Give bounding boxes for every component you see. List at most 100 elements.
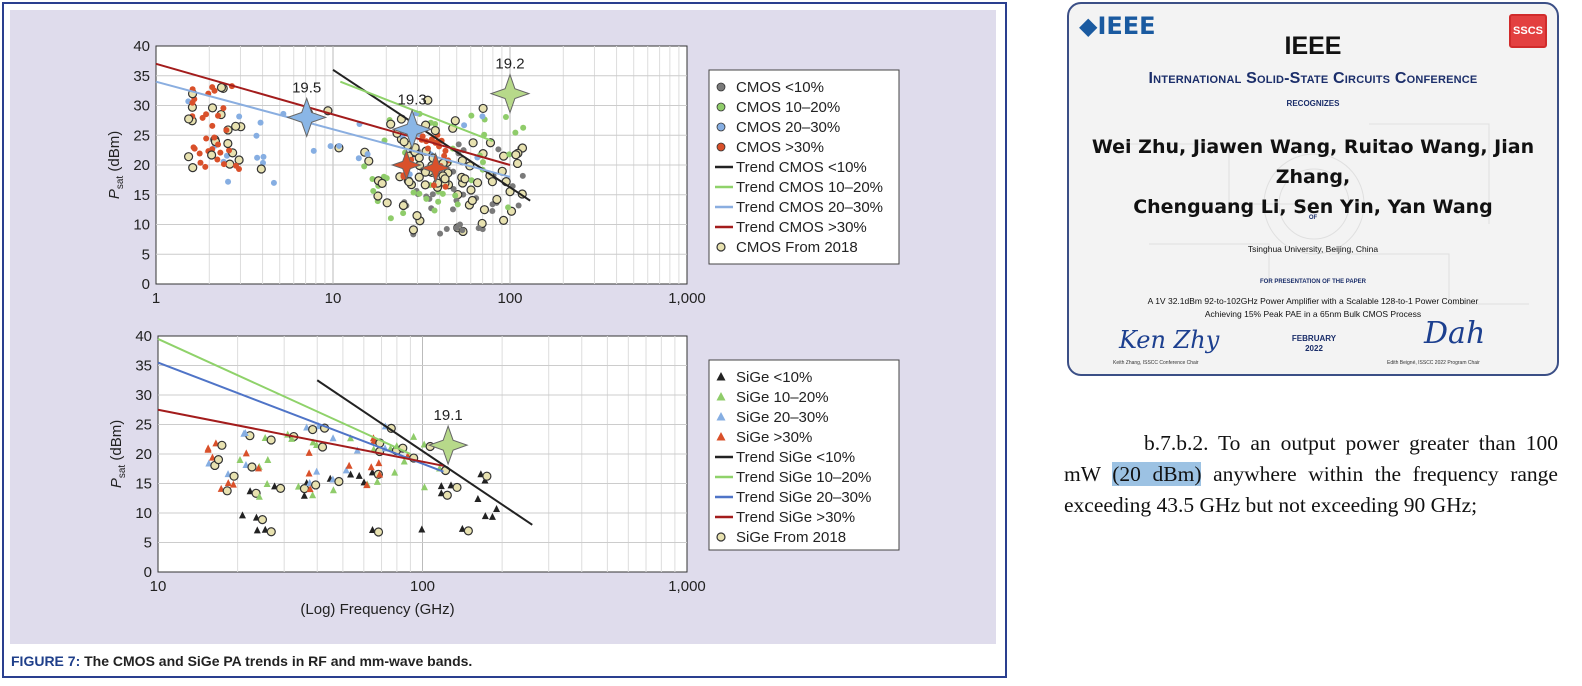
data-point [221,161,228,168]
data-point [420,180,430,190]
data-point [253,526,261,534]
data-point [450,116,460,126]
data-point [266,527,276,537]
x-tick-label: 10 [325,290,342,307]
data-point [242,449,250,457]
data-point [204,444,212,452]
data-point [442,490,452,500]
trend-line [339,80,494,143]
legend-label: CMOS <10% [736,79,824,96]
data-point [420,483,428,491]
legend-label: Trend SiGe 20–30% [736,489,871,506]
y-tick-label: 15 [135,476,152,493]
data-point [461,122,468,129]
signature-chair: Ken Zhy [1119,326,1220,354]
y-tick-label: 0 [142,276,150,293]
paper-title-line1: A 1V 32.1dBm 92-to-102GHz Power Amplifie… [1147,296,1479,306]
data-point [414,153,424,163]
data-point [236,113,243,120]
data-point [361,163,368,170]
x-axis-label: (Log) Frequency (GHz) [300,601,454,618]
data-point [275,483,286,493]
data-point [345,461,353,469]
trend-line [316,379,533,526]
data-point [355,471,363,479]
data-point [459,227,466,234]
y-tick-label: 20 [135,446,152,463]
data-point [467,195,477,206]
data-point [223,127,230,134]
data-point [213,455,224,465]
data-point [300,491,308,499]
signer-program-chair-name: Edith Beigné, ISSCC 2022 Program Chair [1387,360,1480,366]
data-point [478,103,488,114]
paper-title: A 1V 32.1dBm 92-to-102GHz Power Amplifie… [1089,295,1537,321]
data-point [229,471,239,481]
data-point [399,137,409,147]
y-tick-label: 10 [135,505,152,522]
data-point [367,463,375,471]
legend-label: SiGe 20–30% [736,409,829,426]
chart-1: 0 5 10 15 20 25 30 35 40 1 10 100 1,000 Psat (dBm) 19.… [106,38,900,307]
data-point [376,470,384,478]
data-point [364,151,371,158]
data-point [222,486,232,496]
data-point [382,198,392,208]
data-point [188,163,198,173]
x-tick-label: 10 [150,578,167,595]
legend-label: SiGe >30% [736,429,812,446]
data-point [431,207,438,214]
paper-title-line2: Achieving 15% Peak PAE in a 65nm Bulk CM… [1204,309,1422,319]
y-tick-label: 35 [135,358,152,375]
legend-marker [716,142,726,152]
data-point [398,200,408,211]
of-label: OF [1308,215,1318,221]
x-tick-label: 100 [410,578,435,595]
legend-marker [716,412,726,421]
data-point [442,147,449,154]
data-point [288,434,296,442]
legend-label: Trend SiGe <10% [736,449,855,466]
record-star-marker [489,73,531,115]
signer-chair-name: Keith Zhang, ISSCC Conference Chair [1113,360,1199,366]
data-point [441,152,448,159]
star-label: 19.3 [398,91,427,108]
data-point [329,486,337,494]
data-point [373,527,384,537]
data-point [363,481,371,489]
legend-label: CMOS >30% [736,139,824,156]
regulation-paragraph: b.7.b.2. To an output power greater than… [1064,428,1558,521]
data-point [391,468,399,476]
data-point [217,149,224,156]
data-point [454,201,461,208]
data-point [419,133,426,140]
data-point [400,210,407,217]
sscs-logo: SSCS [1509,14,1547,48]
data-point [311,480,321,490]
y-tick-label: 40 [133,38,150,55]
data-point [259,159,266,166]
data-point [418,525,426,533]
recognizes-label: RECOGNIZES [1286,99,1340,108]
data-point [232,162,239,169]
data-point [475,225,482,232]
data-point [223,138,233,149]
legend-marker [716,432,726,441]
award-certificate: ◆IEEE SSCS IEEE International Solid-Stat… [1067,2,1559,376]
legend-label: SiGe <10% [736,369,812,386]
data-point [481,512,489,520]
data-point [236,455,244,463]
data-point [512,158,523,169]
data-point [264,456,272,464]
data-point [375,459,383,467]
data-point [410,189,417,196]
figure-caption: FIGURE 7: The CMOS and SiGe PA trends in… [11,653,472,669]
data-point [429,191,436,198]
signature-program-chair: Dah [1424,316,1486,351]
data-point [189,99,196,106]
data-point [498,215,509,225]
data-point [410,432,418,440]
data-point [202,163,209,170]
regulation-prefix: b.7.b.2. To an output power greater than… [1064,431,1558,486]
data-point [263,479,271,487]
